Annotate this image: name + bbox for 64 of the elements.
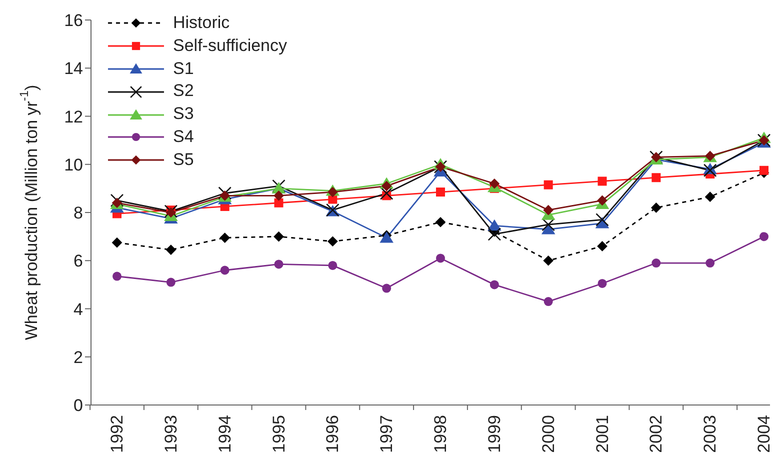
point — [436, 188, 445, 197]
x-tick-label: 1998 — [431, 415, 450, 453]
y-tick-label: 2 — [74, 348, 83, 367]
y-tick-label: 14 — [64, 59, 83, 78]
point — [274, 190, 284, 201]
x-tick-label: 2000 — [538, 415, 558, 453]
point — [489, 178, 500, 189]
point — [166, 244, 176, 255]
point — [543, 255, 554, 266]
point — [274, 198, 284, 208]
point — [706, 258, 715, 268]
x-tick-label: 2002 — [646, 415, 666, 453]
x-tick-label: 1996 — [323, 415, 342, 453]
y-tick-label: 8 — [74, 204, 83, 223]
legend-label: S2 — [173, 80, 194, 102]
point — [436, 254, 445, 263]
x-tick-label: 1997 — [377, 415, 396, 453]
point — [166, 278, 176, 287]
x-tick-label: 2001 — [592, 415, 612, 453]
point — [220, 266, 230, 275]
legend-label: Historic — [173, 12, 230, 34]
legend-label: S4 — [173, 126, 194, 148]
legend-label: S1 — [173, 58, 194, 80]
point — [274, 231, 284, 242]
point — [544, 180, 553, 190]
point — [543, 204, 554, 216]
point — [328, 260, 338, 270]
point — [490, 280, 499, 290]
point — [166, 207, 176, 218]
point — [220, 232, 230, 243]
legend-label: S3 — [173, 103, 194, 126]
point — [382, 284, 392, 293]
point — [112, 272, 122, 281]
x-tick-label: 1992 — [108, 415, 126, 453]
y-tick-label: 6 — [74, 252, 83, 271]
point — [652, 173, 661, 182]
point — [327, 236, 338, 247]
x-tick-label: 1994 — [215, 415, 234, 453]
point — [652, 258, 661, 268]
y-tick-label: 4 — [74, 300, 83, 319]
point — [598, 176, 607, 186]
y-tick-label: 0 — [74, 396, 83, 416]
point — [544, 297, 553, 306]
point — [597, 195, 608, 206]
point — [598, 278, 607, 288]
y-tick-label: 16 — [64, 11, 83, 30]
point — [274, 260, 284, 269]
point — [760, 166, 768, 175]
legend-label: S5 — [173, 148, 194, 171]
point — [704, 192, 716, 202]
point — [435, 216, 446, 228]
x-tick-label: 1995 — [269, 415, 288, 453]
point — [381, 180, 392, 192]
point — [112, 237, 122, 248]
x-tick-label: 2004 — [754, 415, 774, 453]
x-tick-label: 1999 — [484, 415, 504, 453]
y-tick-label: 12 — [64, 107, 83, 126]
x-tick-label: 2003 — [700, 415, 720, 453]
x-tick-label: 1993 — [161, 415, 180, 453]
y-tick-label: 10 — [64, 155, 83, 174]
point — [597, 241, 608, 252]
point — [650, 202, 662, 213]
legend-label: Self-sufficiency — [173, 34, 288, 57]
point — [760, 232, 768, 242]
